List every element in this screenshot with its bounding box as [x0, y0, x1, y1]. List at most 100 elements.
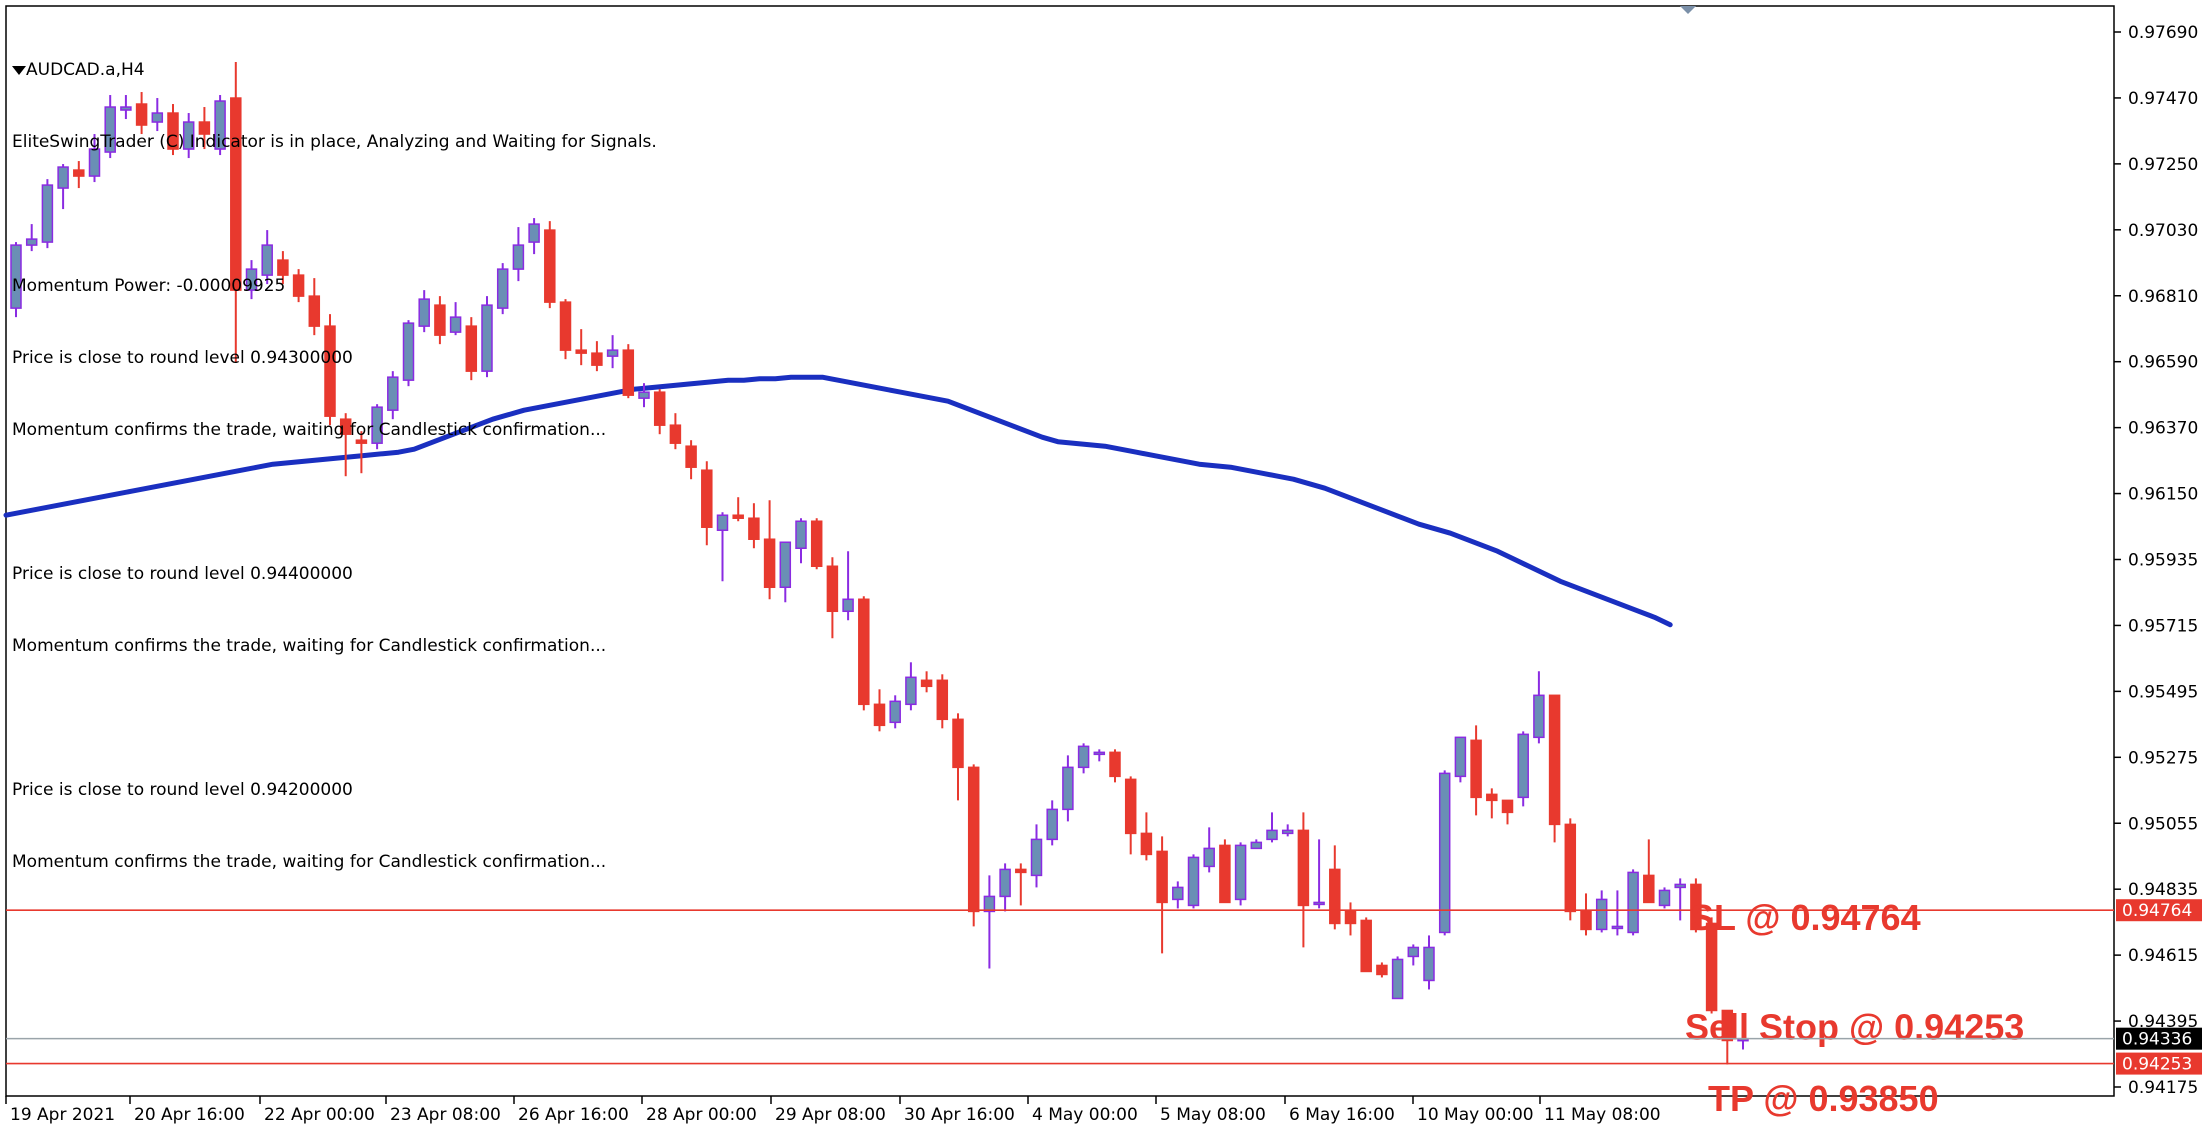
candle-body[interactable]: [1454, 736, 1467, 778]
candle-body[interactable]: [387, 376, 399, 411]
candle-body[interactable]: [1077, 745, 1090, 769]
candle-body[interactable]: [25, 238, 38, 246]
candle-body[interactable]: [1313, 901, 1325, 906]
candle-body[interactable]: [496, 268, 509, 309]
candle-body[interactable]: [638, 391, 650, 399]
candle-body[interactable]: [324, 325, 336, 417]
candle-body[interactable]: [1643, 874, 1655, 904]
candle-body[interactable]: [1140, 832, 1153, 856]
candle-body[interactable]: [1658, 889, 1671, 907]
candle-body[interactable]: [151, 112, 164, 123]
candle-body[interactable]: [1219, 844, 1231, 904]
candle-body[interactable]: [779, 541, 792, 589]
candle-body[interactable]: [936, 679, 949, 721]
candle-body[interactable]: [1360, 919, 1372, 973]
candle-body[interactable]: [292, 274, 305, 297]
candle-body[interactable]: [418, 298, 430, 327]
candle-body[interactable]: [1438, 772, 1451, 934]
candle-body[interactable]: [355, 439, 368, 444]
candle-body[interactable]: [135, 103, 148, 126]
candle-body[interactable]: [57, 166, 69, 189]
candle-body[interactable]: [685, 445, 697, 468]
candle-body[interactable]: [653, 391, 666, 426]
candle-body[interactable]: [795, 520, 807, 549]
candle-body[interactable]: [1423, 946, 1435, 982]
candle-body[interactable]: [591, 352, 603, 366]
candle-body[interactable]: [1517, 733, 1529, 799]
candle-body[interactable]: [873, 703, 886, 727]
candle-body[interactable]: [810, 520, 823, 568]
candle-body[interactable]: [230, 97, 242, 291]
candle-body[interactable]: [967, 766, 980, 913]
candle-body[interactable]: [1109, 751, 1121, 778]
candle-body[interactable]: [1376, 964, 1388, 976]
candle-body[interactable]: [1203, 847, 1215, 868]
candle-body[interactable]: [1344, 910, 1357, 925]
candle-body[interactable]: [905, 676, 917, 706]
candle-body[interactable]: [999, 868, 1011, 898]
candle-body[interactable]: [606, 349, 619, 357]
candle-body[interactable]: [73, 169, 85, 177]
shift-marker-icon[interactable]: [1680, 6, 1696, 14]
candle-body[interactable]: [88, 148, 101, 177]
candle-body[interactable]: [544, 229, 556, 303]
candle-body[interactable]: [10, 244, 22, 309]
candle-body[interactable]: [261, 244, 273, 276]
candle-body[interactable]: [1501, 799, 1514, 814]
candle-body[interactable]: [1329, 868, 1341, 925]
candle-body[interactable]: [1690, 883, 1702, 931]
candle-body[interactable]: [842, 598, 854, 613]
candle-body[interactable]: [1564, 823, 1577, 913]
candle-body[interactable]: [167, 112, 179, 150]
candle-body[interactable]: [434, 304, 446, 336]
candle-body[interactable]: [669, 424, 682, 444]
candle-body[interactable]: [1391, 958, 1404, 1000]
candle-body[interactable]: [1062, 766, 1074, 811]
candle-body[interactable]: [465, 325, 478, 372]
candle-body[interactable]: [1124, 778, 1137, 835]
candle-body[interactable]: [1266, 829, 1278, 841]
plot-area[interactable]: [5, 5, 2115, 1097]
candle-body[interactable]: [622, 349, 635, 396]
candle-body[interactable]: [1297, 829, 1310, 907]
candle-body[interactable]: [308, 295, 321, 327]
candle-body[interactable]: [1250, 841, 1263, 850]
candle-body[interactable]: [1595, 898, 1608, 931]
candle-body[interactable]: [1580, 910, 1592, 931]
candle-body[interactable]: [1172, 886, 1184, 901]
candle-body[interactable]: [952, 718, 964, 769]
candle-body[interactable]: [1627, 871, 1639, 934]
candle-body[interactable]: [277, 259, 289, 276]
candle-body[interactable]: [701, 469, 713, 528]
dropdown-triangle-icon[interactable]: [12, 66, 26, 75]
candle-body[interactable]: [198, 121, 211, 135]
candle-body[interactable]: [449, 316, 462, 333]
candle-body[interactable]: [920, 679, 933, 688]
candle-body[interactable]: [1015, 868, 1027, 874]
candle-body[interactable]: [402, 322, 415, 381]
candle-body[interactable]: [41, 184, 54, 243]
candle-body[interactable]: [339, 418, 352, 435]
candle-body[interactable]: [1046, 808, 1058, 841]
candle-body[interactable]: [575, 349, 587, 354]
candle-body[interactable]: [1486, 793, 1498, 802]
candle-body[interactable]: [481, 304, 493, 372]
candle-body[interactable]: [1548, 694, 1561, 826]
candle-body[interactable]: [1187, 856, 1200, 907]
candle-body[interactable]: [826, 565, 839, 613]
candle-body[interactable]: [1533, 694, 1545, 739]
candle-body[interactable]: [748, 517, 760, 540]
candle-body[interactable]: [1674, 883, 1686, 889]
candle-body[interactable]: [120, 106, 132, 111]
candle-body[interactable]: [1705, 922, 1718, 1012]
candle-body[interactable]: [1470, 739, 1482, 799]
candle-body[interactable]: [559, 301, 572, 351]
candle-body[interactable]: [716, 514, 729, 531]
candle-body[interactable]: [528, 223, 540, 243]
candle-body[interactable]: [214, 100, 226, 150]
candle-body[interactable]: [1611, 925, 1624, 930]
candle-body[interactable]: [182, 121, 195, 150]
candle-body[interactable]: [1234, 844, 1247, 901]
candle-body[interactable]: [1156, 850, 1168, 904]
